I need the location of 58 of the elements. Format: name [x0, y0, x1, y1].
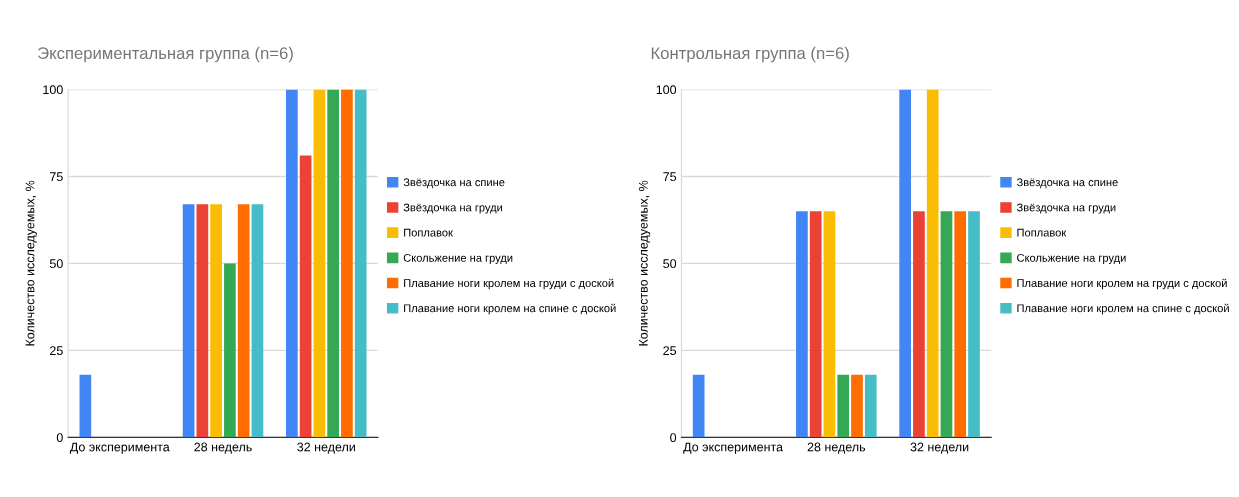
bar [182, 204, 195, 438]
y-tick-label: 50 [49, 259, 63, 269]
bar [809, 211, 822, 438]
bar [327, 89, 339, 438]
x-tick-label: 28 недель [807, 442, 866, 454]
bar [864, 374, 877, 438]
y-tick-label: 100 [43, 85, 63, 95]
legend-label: Звёздочка на груди [1016, 203, 1116, 214]
y-axis-title: Количество исследуемых, % [638, 180, 651, 346]
legend-label: Звёздочка на груди [403, 203, 503, 214]
legend-label: Звёздочка на спине [403, 178, 505, 189]
bar [251, 204, 264, 438]
bar [899, 89, 912, 438]
y-tick-label: 50 [663, 259, 677, 269]
chart-title: Экспериментальная группа (n=6) [38, 46, 293, 63]
legend-label: Скольжение на груди [403, 253, 513, 264]
bar [313, 89, 326, 438]
y-tick-label: 100 [656, 85, 677, 95]
bar [299, 155, 312, 438]
bar [79, 374, 92, 438]
bar [210, 204, 222, 438]
bar [286, 89, 298, 438]
y-tick-label: 0 [56, 433, 63, 443]
chart-title: Контрольная группа (n=6) [651, 46, 849, 63]
x-tick-label: 28 недель [194, 442, 252, 454]
legend-label: Поплавок [404, 228, 453, 237]
y-tick-label: 25 [663, 346, 677, 356]
y-axis-title: Количество исследуемых, % [25, 180, 37, 346]
x-tick-label: До эксперимента [683, 442, 784, 454]
x-tick-label: До эксперимента [69, 442, 170, 454]
legend-label: Звёздочка на спине [1016, 178, 1118, 189]
bar [851, 374, 863, 438]
bar [224, 263, 236, 438]
y-tick-label: 0 [670, 433, 677, 443]
bar [837, 374, 850, 438]
bar [823, 211, 836, 438]
legend-label: Плавание ноги кролем на груди с доской [1017, 278, 1227, 290]
x-tick-label: 32 недели [297, 442, 355, 454]
bar [196, 204, 209, 438]
bar [354, 89, 367, 438]
legend-label: Плавание ноги кролем на груди с доской [404, 278, 614, 290]
y-tick-label: 25 [50, 346, 63, 356]
bar [954, 211, 967, 438]
legend-label: Плавание ноги кролем на спине с доской [404, 303, 616, 315]
bar [796, 211, 808, 438]
bar [926, 89, 939, 438]
bar [692, 374, 705, 438]
bar [968, 211, 980, 438]
legend-label: Поплавок [1017, 228, 1067, 237]
bar [913, 211, 925, 438]
bar [237, 204, 250, 438]
bar [341, 89, 353, 438]
bar [940, 211, 953, 438]
y-tick-label: 75 [663, 172, 677, 182]
legend-label: Скольжение на груди [1017, 253, 1126, 264]
x-tick-label: 32 недели [910, 442, 969, 454]
legend-label: Плавание ноги кролем на спине с доской [1017, 303, 1229, 315]
y-tick-label: 75 [50, 172, 63, 182]
